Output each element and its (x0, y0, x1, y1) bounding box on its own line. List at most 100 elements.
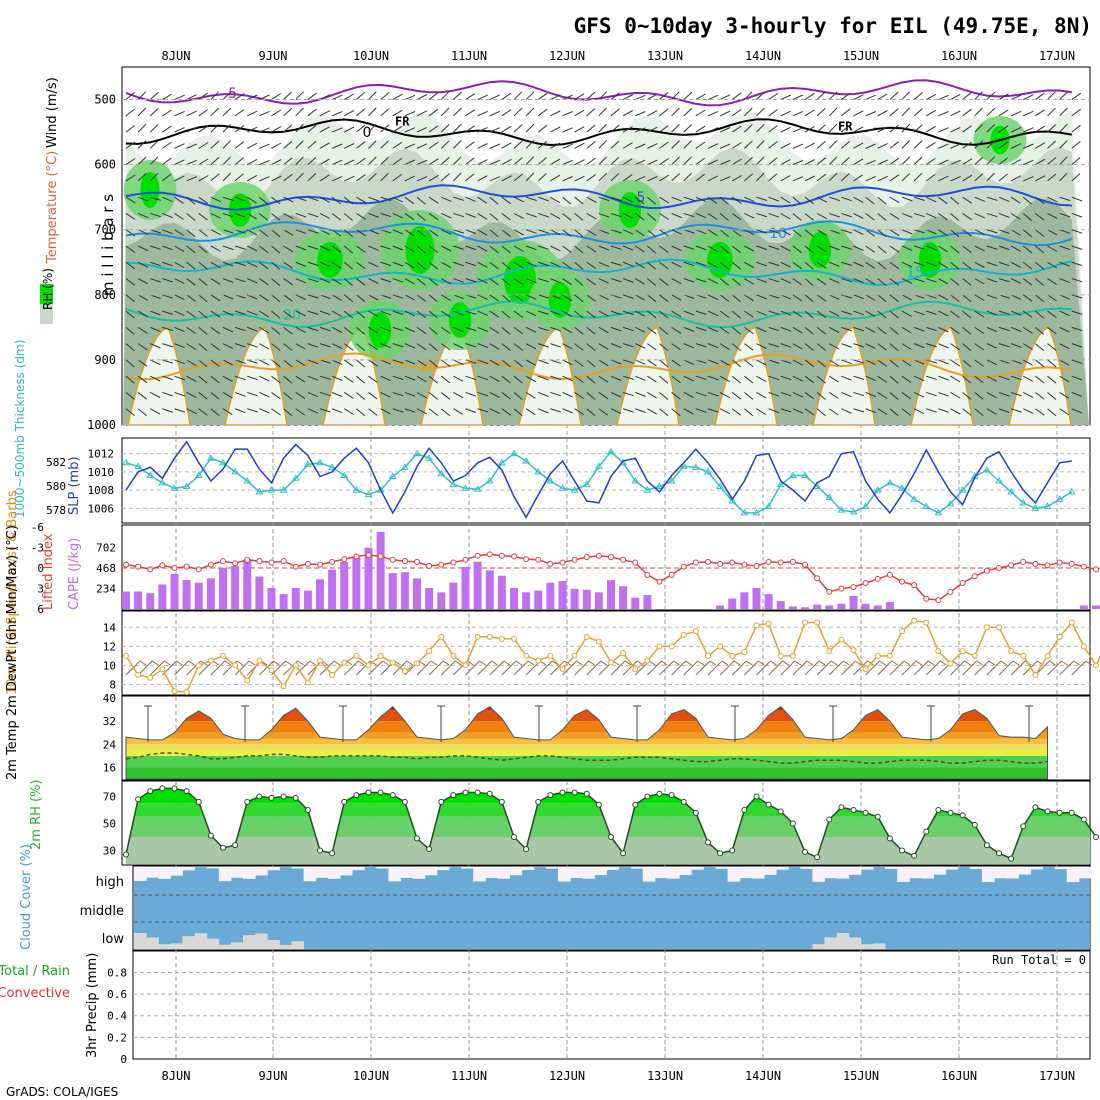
cape-bar (437, 592, 446, 609)
wind-barb (792, 245, 802, 254)
wind-barb (343, 93, 354, 100)
wind-barb (1059, 107, 1068, 117)
lifted-index-line-point (377, 553, 384, 560)
wind-barb (865, 175, 876, 182)
wind-barb (368, 245, 379, 251)
wind-barb (356, 392, 366, 400)
wind-barb (1035, 245, 1045, 254)
wind-barb (465, 229, 476, 234)
wind-barb (695, 278, 707, 283)
wind-barb (792, 196, 802, 205)
wind-speed-line-point (680, 631, 687, 638)
lifted-index-line-point (583, 554, 590, 561)
frame-precip (132, 950, 1091, 1060)
cape-bar (837, 603, 846, 609)
wind-barb (234, 278, 246, 283)
wind-barb (841, 391, 852, 398)
wind-speed-line-point (692, 628, 699, 635)
thickness-line-point (982, 466, 991, 473)
thickness-line-point (316, 458, 324, 466)
surface-wind-barb-flag (661, 660, 668, 666)
wind-barb (259, 110, 270, 117)
wind-barb (477, 359, 489, 365)
surface-wind-barb-flag (624, 660, 632, 666)
wind-barb (137, 392, 148, 400)
wind-barb (550, 359, 561, 364)
wind-barb (174, 110, 185, 117)
wind-barb (271, 343, 281, 351)
wind-barb (271, 245, 281, 254)
surface-wind-barb-flag (454, 660, 462, 666)
cloud-axis-label: Cloud Cover (%) (19, 844, 34, 950)
wind-barb (998, 375, 1010, 381)
wind-barb (513, 173, 523, 182)
wind-barb (465, 245, 477, 251)
temp-band (126, 750, 1048, 756)
wind-speed-line-point (595, 638, 602, 645)
wind-barb (938, 213, 948, 221)
wind-speed-line-point (547, 652, 554, 659)
wind-barb (440, 375, 451, 384)
thickness-line-point (679, 462, 688, 469)
wind-barb (816, 140, 826, 149)
surface-wind-barb (234, 660, 250, 676)
wind-speed-line (125, 619, 1100, 693)
wind-barb (877, 196, 887, 205)
wind-barb (404, 408, 416, 413)
wind-barb (828, 375, 839, 383)
wind-barb (283, 229, 294, 236)
wind-barb (477, 126, 488, 133)
wind-barb (392, 375, 404, 380)
wind-barb (428, 108, 439, 117)
wind-barb (853, 142, 864, 149)
wind-barb (331, 261, 342, 269)
wind-barb (683, 91, 693, 100)
surface-wind-barb (537, 660, 553, 676)
lifted-index-line-point (559, 559, 566, 566)
slp-line (125, 440, 1072, 519)
wind-barb (428, 408, 439, 416)
wind-barb (974, 91, 983, 100)
wind-barb (901, 392, 912, 400)
wind-barb (768, 359, 780, 364)
wind-barb (719, 261, 730, 270)
wind-barb (598, 156, 607, 165)
surface-wind-barb-flag (176, 660, 183, 666)
wind-barb (198, 125, 209, 133)
wind-barb (416, 213, 426, 221)
lifted-index-line-point (486, 551, 493, 558)
surface-wind-barb-flag (309, 660, 317, 666)
wind-barb (986, 326, 998, 333)
wind-barb (962, 278, 972, 286)
wind-barb (1047, 310, 1057, 318)
rh2m-line-point (899, 847, 905, 854)
wind-barb (1047, 245, 1058, 252)
wind-barb (319, 375, 331, 380)
cape-bar (631, 597, 640, 609)
rh2m-line-point (183, 788, 190, 795)
wind-barb (489, 143, 501, 149)
wind-barb (307, 229, 319, 234)
wind-barb (950, 375, 961, 383)
wind-barb (404, 159, 416, 166)
wind-barb (865, 359, 876, 366)
wind-speed-line-point (959, 648, 966, 655)
wind-barb (1071, 245, 1083, 250)
wind-barb (501, 229, 511, 237)
rh2m-line-point (983, 842, 990, 849)
wind-barb (222, 91, 232, 100)
lifted-index-line-point (680, 563, 687, 570)
cape-bar (582, 589, 591, 609)
rh2m-line-point (608, 834, 614, 840)
wind-barb (356, 261, 366, 270)
lifted-index-line-point (983, 567, 990, 574)
wind-barb (295, 229, 307, 234)
lifted-index-line-point (826, 588, 833, 595)
wind-barb (974, 124, 983, 133)
wind-barb (1035, 229, 1045, 237)
contour-label: -5 (223, 86, 237, 102)
wind-barb (780, 229, 791, 236)
rh2m-line-point (814, 854, 821, 861)
lifted-index-line-point (608, 554, 614, 561)
low-cloud-gap (170, 943, 183, 949)
